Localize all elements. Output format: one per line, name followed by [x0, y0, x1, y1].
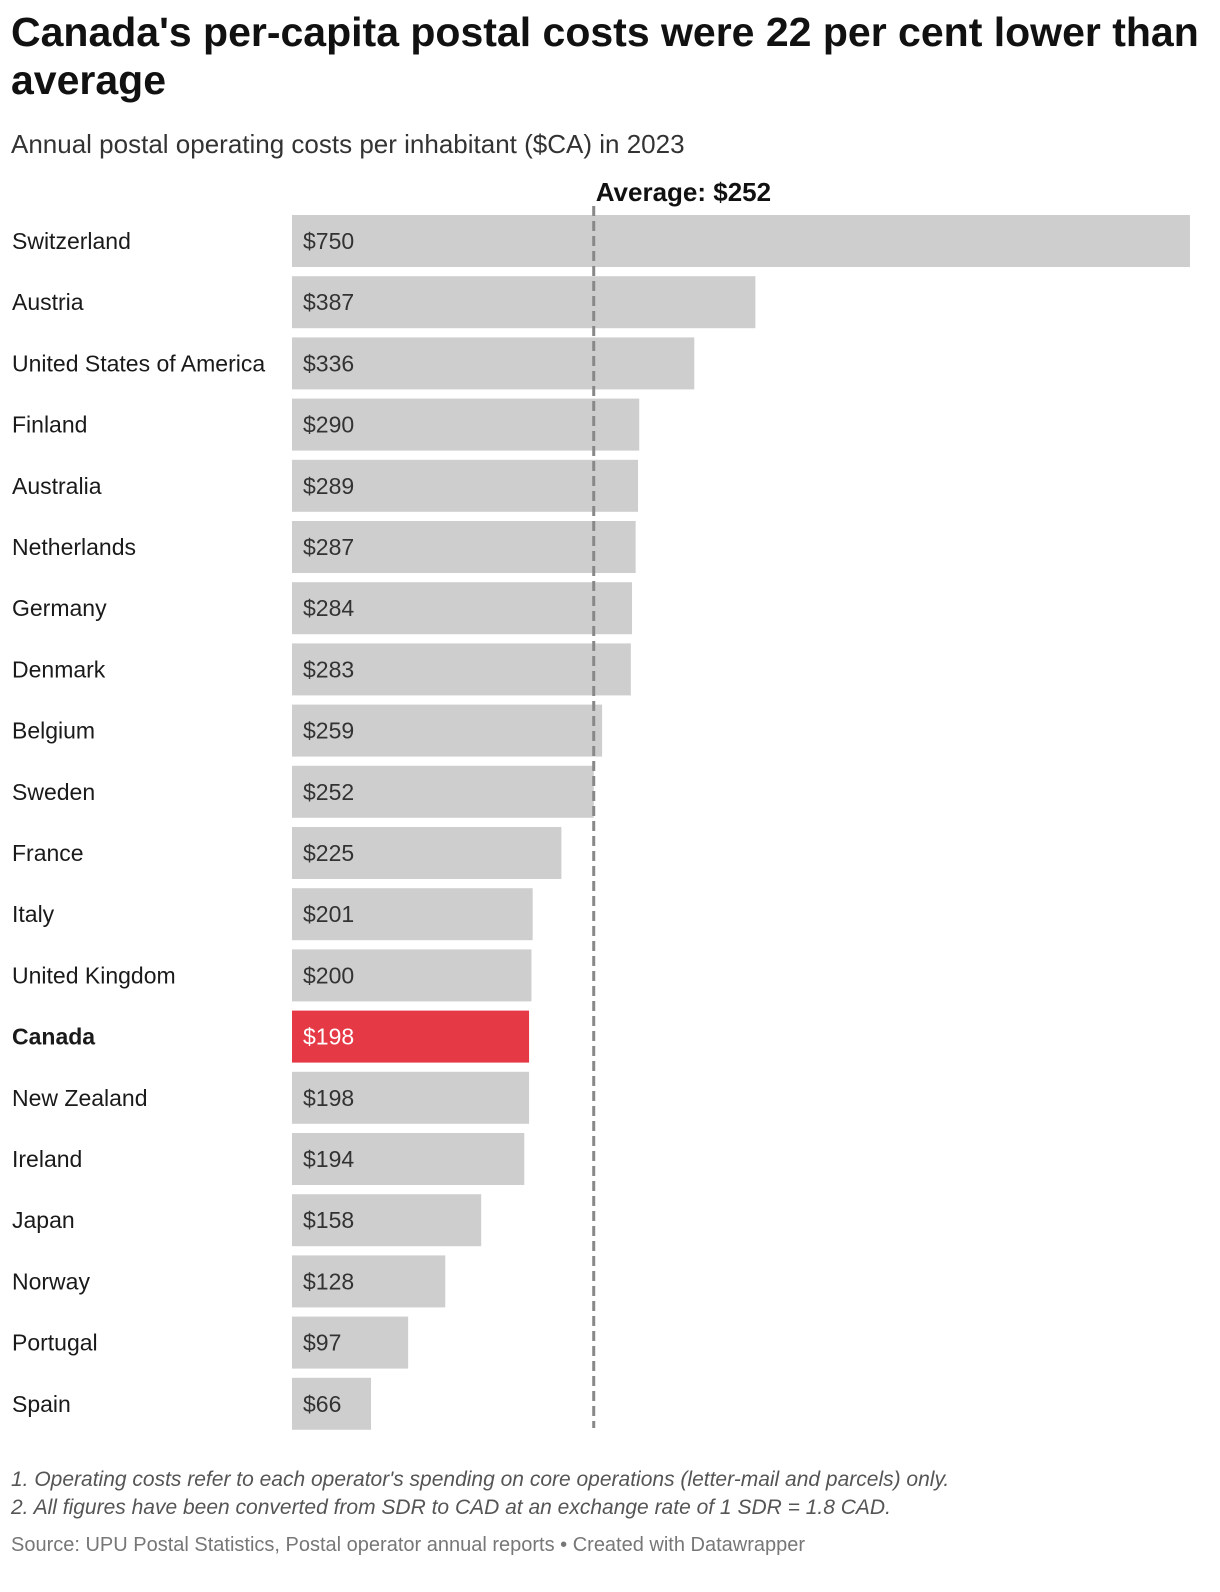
category-label: United Kingdom — [12, 962, 176, 988]
value-labels: $750 $387 $336 $290 $289 $287 $284 $283 $259 $252… — [303, 228, 354, 1417]
bar — [292, 582, 633, 635]
category-label: Portugal — [12, 1330, 98, 1356]
category-labels: Switzerland Austria United States of Ameri… — [12, 228, 265, 1417]
footnote-2: 2. All figures have been converted from … — [11, 1496, 891, 1519]
bar-value-label: $66 — [303, 1391, 341, 1417]
category-label: Germany — [12, 595, 107, 621]
bar-value-label: $198 — [303, 1085, 354, 1111]
category-label: Sweden — [12, 779, 95, 805]
bar-value-label: $128 — [303, 1268, 354, 1294]
category-label: Australia — [12, 473, 102, 499]
bar — [292, 398, 640, 451]
bar-chart: $750 $387 $336 $290 $289 $287 $284 $283 $259 $252… — [12, 177, 1190, 1430]
bar — [292, 1071, 530, 1124]
category-label: Finland — [12, 412, 87, 438]
category-label: Japan — [12, 1207, 75, 1233]
bar-value-label: $387 — [303, 289, 354, 315]
chart-title: Canada's per-capita postal costs were 22… — [11, 9, 1199, 103]
bar — [292, 827, 562, 879]
category-label: New Zealand — [12, 1085, 148, 1111]
average-label: Average: $252 — [596, 177, 771, 207]
category-label: Italy — [12, 901, 55, 927]
category-label: France — [12, 840, 84, 866]
bar-value-label: $283 — [303, 656, 354, 682]
category-label: Denmark — [12, 656, 106, 682]
category-label: Canada — [12, 1024, 95, 1050]
bar — [292, 1133, 525, 1185]
bar-value-label: $259 — [303, 718, 354, 744]
bar-value-label: $198 — [303, 1024, 354, 1050]
bar-value-label: $336 — [303, 350, 354, 376]
bar-value-label: $225 — [303, 840, 354, 866]
bar-value-label: $252 — [303, 779, 354, 805]
bar — [292, 1194, 482, 1247]
bar-value-label: $158 — [303, 1207, 354, 1233]
category-label: Spain — [12, 1391, 71, 1417]
bar — [292, 215, 1190, 267]
category-label: Netherlands — [12, 534, 136, 560]
bar — [292, 1010, 530, 1063]
category-label: Switzerland — [12, 228, 131, 254]
bar-value-label: $290 — [303, 412, 354, 438]
bar-value-label: $201 — [303, 901, 354, 927]
bar — [292, 1255, 446, 1308]
source-credit: Source: UPU Postal Statistics, Postal op… — [11, 1534, 806, 1556]
bars — [292, 215, 1190, 1430]
bar — [292, 643, 631, 696]
bar — [292, 949, 532, 1002]
category-label: United States of America — [12, 350, 265, 376]
bar-value-label: $200 — [303, 962, 354, 988]
footnotes: 1. Operating costs refer to each operato… — [11, 1466, 949, 1522]
bar — [292, 1377, 372, 1430]
bar — [292, 888, 533, 941]
bar-value-label: $750 — [303, 228, 354, 254]
bar — [292, 704, 603, 757]
bar — [292, 1316, 409, 1369]
bar-value-label: $284 — [303, 595, 354, 621]
bar — [292, 765, 594, 818]
bar — [292, 521, 636, 573]
bar — [292, 276, 756, 329]
bar-value-label: $194 — [303, 1146, 354, 1172]
category-label: Ireland — [12, 1146, 82, 1172]
footnote-1: 1. Operating costs refer to each operato… — [11, 1468, 950, 1491]
bar — [292, 337, 695, 390]
bar-value-label: $97 — [303, 1330, 341, 1356]
bar — [292, 459, 639, 512]
chart-subtitle: Annual postal operating costs per inhabi… — [11, 129, 685, 159]
category-label: Belgium — [12, 718, 95, 744]
category-label: Norway — [12, 1268, 90, 1294]
bar-value-label: $287 — [303, 534, 354, 560]
bar-value-label: $289 — [303, 473, 354, 499]
category-label: Austria — [12, 289, 84, 315]
